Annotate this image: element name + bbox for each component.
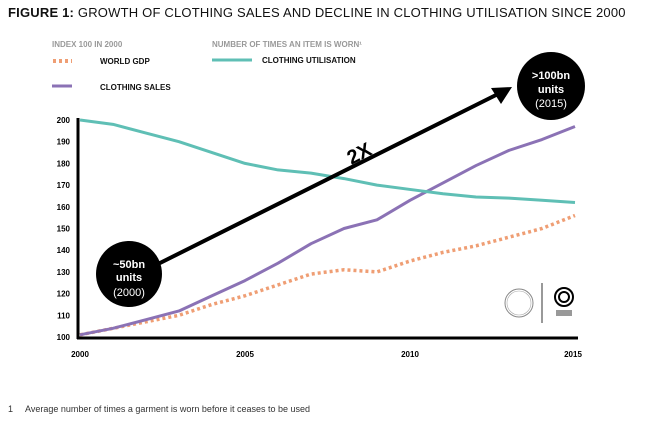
y-tick-label: 160 <box>57 203 71 212</box>
y-tick-label: 180 <box>57 159 71 168</box>
footnote-number: 1 <box>8 404 14 414</box>
x-tick-label: 2010 <box>401 350 419 359</box>
footnote: 1 Average number of times a garment is wo… <box>8 404 322 414</box>
legend-heading-worn: NUMBER OF TIMES AN ITEM IS WORN¹ <box>212 40 362 49</box>
series-line-world-gdp <box>79 213 576 337</box>
title-text: GROWTH OF CLOTHING SALES AND DECLINE IN … <box>74 5 626 20</box>
y-tick-label: 100 <box>57 333 71 342</box>
growth-arrow <box>149 91 501 270</box>
arrow-head-icon <box>491 87 512 104</box>
x-tick-label: 2005 <box>236 350 254 359</box>
legend-clothing-sales: CLOTHING SALES <box>100 83 171 92</box>
start-bubble-line1: ~50bn <box>113 259 145 271</box>
y-tick-label: 140 <box>57 246 71 255</box>
end-bubble-line1: >100bn <box>532 70 570 82</box>
y-tick-label: 110 <box>57 311 70 320</box>
y-tick-label: 190 <box>57 138 71 147</box>
legend-heading-index: INDEX 100 IN 2000 <box>52 40 123 49</box>
legend-world-gdp: WORLD GDP <box>100 57 150 66</box>
legend-clothing-utilisation: CLOTHING UTILISATION <box>262 56 356 65</box>
x-tick-label: 2015 <box>564 350 582 359</box>
start-bubble-line2: units <box>116 272 142 284</box>
title-label: FIGURE 1: <box>8 5 75 20</box>
series-line-clothing-utilisation <box>79 118 576 204</box>
y-tick-label: 150 <box>57 225 71 234</box>
start-bubble-line3: (2000) <box>113 287 145 299</box>
logo-circular-fibres <box>504 288 534 318</box>
x-tick-label: 2000 <box>71 350 89 359</box>
y-tick-label: 130 <box>57 268 71 277</box>
logo-foundation <box>554 287 574 316</box>
end-bubble <box>517 52 585 120</box>
arrow-label: 2X <box>344 138 376 169</box>
end-bubble-line3: (2015) <box>535 98 567 110</box>
end-bubble-line2: units <box>538 84 564 96</box>
footnote-text: Average number of times a garment is wor… <box>25 404 311 414</box>
y-tick-label: 170 <box>57 181 71 190</box>
y-tick-label: 120 <box>57 290 71 299</box>
start-bubble <box>96 241 162 307</box>
figure-title: FIGURE 1: GROWTH OF CLOTHING SALES AND D… <box>8 5 626 20</box>
y-tick-label: 200 <box>57 116 71 125</box>
series-line-clothing-sales <box>79 125 576 337</box>
